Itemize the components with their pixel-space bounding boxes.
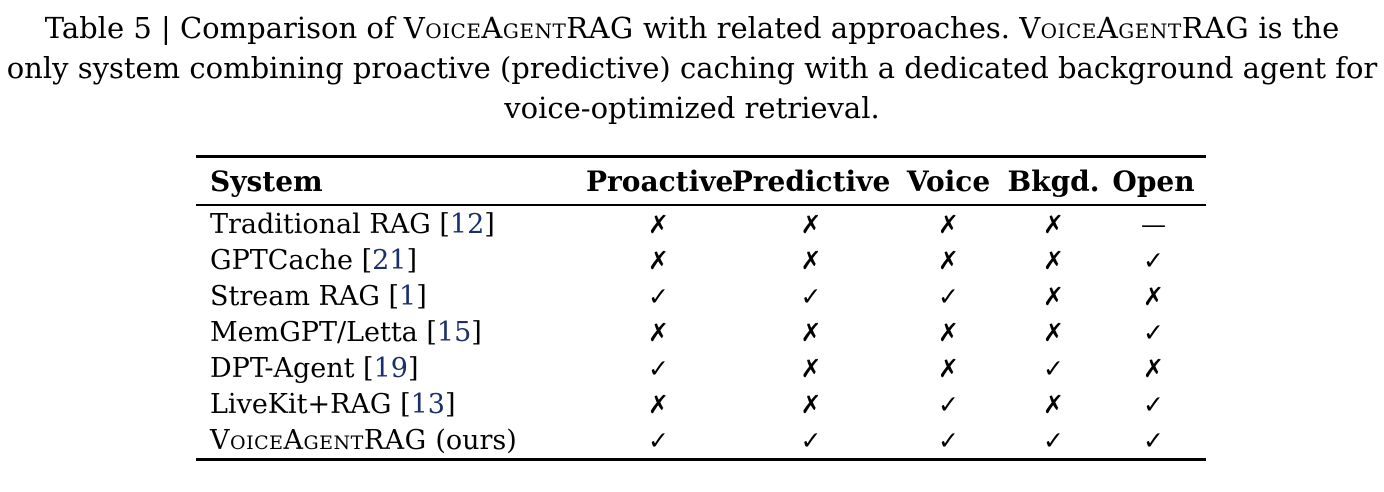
citation-link[interactable]: 19 <box>373 352 408 384</box>
cross-icon: ✗ <box>1143 281 1164 311</box>
check-icon: ✓ <box>1143 425 1164 455</box>
caption-text: Table 5 | Comparison of <box>44 11 404 45</box>
cross-icon: ✗ <box>648 209 669 239</box>
column-header-system: System <box>196 156 586 206</box>
check-icon: ✓ <box>938 281 959 311</box>
cross-icon: ✗ <box>648 389 669 419</box>
column-header-bkgd: Bkgd. <box>1006 156 1101 206</box>
table-row: LiveKit+RAG [13] ✗ ✗ ✓ ✗ ✓ <box>196 386 1206 422</box>
cross-icon: ✗ <box>800 245 822 275</box>
cross-icon: ✗ <box>1043 245 1064 275</box>
caption-text: is the <box>1249 11 1340 45</box>
system-cell: Traditional RAG [12] <box>210 208 495 240</box>
column-header-predictive: Predictive <box>731 156 891 206</box>
table-row: VoiceAgentRAG (ours) ✓ ✓ ✓ ✓ ✓ <box>196 422 1206 460</box>
dash-icon: — <box>1141 209 1166 239</box>
check-icon: ✓ <box>800 425 822 455</box>
check-icon: ✓ <box>938 389 959 419</box>
smallcaps-system-name: VoiceAgentRAG <box>403 11 634 45</box>
caption-line-1: Table 5 | Comparison of VoiceAgentRAG wi… <box>0 8 1384 48</box>
column-header-open: Open <box>1101 156 1206 206</box>
check-icon: ✓ <box>800 281 822 311</box>
system-name: MemGPT/Letta <box>210 316 418 348</box>
citation-link[interactable]: 1 <box>399 280 417 312</box>
citation-link[interactable]: 13 <box>410 388 445 420</box>
cross-icon: ✗ <box>1143 353 1164 383</box>
cross-icon: ✗ <box>938 317 959 347</box>
cross-icon: ✗ <box>800 317 822 347</box>
table-caption: Table 5 | Comparison of VoiceAgentRAG wi… <box>0 8 1384 128</box>
table-row: Stream RAG [1] ✓ ✓ ✓ ✗ ✗ <box>196 278 1206 314</box>
table-row: MemGPT/Letta [15] ✗ ✗ ✗ ✗ ✓ <box>196 314 1206 350</box>
ours-label: (ours) <box>426 424 517 456</box>
system-cell: VoiceAgentRAG (ours) <box>196 422 586 460</box>
table-row: DPT-Agent [19] ✓ ✗ ✗ ✓ ✗ <box>196 350 1206 386</box>
cross-icon: ✗ <box>648 317 669 347</box>
cross-icon: ✗ <box>1043 209 1064 239</box>
check-icon: ✓ <box>648 353 669 383</box>
smallcaps-system-name: VoiceAgentRAG <box>1019 11 1250 45</box>
cross-icon: ✗ <box>800 209 822 239</box>
table-body: Traditional RAG [12] ✗ ✗ ✗ ✗ — GPTCache [21] ✗ ✗… <box>196 205 1206 460</box>
caption-text: voice-optimized retrieval. <box>504 91 880 125</box>
system-cell: DPT-Agent [19] <box>210 352 419 384</box>
system-name: DPT-Agent <box>210 352 355 384</box>
cross-icon: ✗ <box>1043 389 1064 419</box>
caption-line-2: only system combining proactive (predict… <box>0 48 1384 88</box>
system-cell: MemGPT/Letta [15] <box>210 316 482 348</box>
cross-icon: ✗ <box>648 245 669 275</box>
system-name: Stream RAG <box>210 280 380 312</box>
cross-icon: ✗ <box>1043 281 1064 311</box>
caption-text: with related approaches. <box>633 11 1020 45</box>
system-name: GPTCache <box>210 244 353 276</box>
check-icon: ✓ <box>648 281 669 311</box>
check-icon: ✓ <box>1143 245 1164 275</box>
system-name: LiveKit+RAG <box>210 388 392 420</box>
table-row: GPTCache [21] ✗ ✗ ✗ ✗ ✓ <box>196 242 1206 278</box>
check-icon: ✓ <box>1143 389 1164 419</box>
system-cell: GPTCache [21] <box>210 244 418 276</box>
table-row: Traditional RAG [12] ✗ ✗ ✗ ✗ — <box>196 205 1206 242</box>
column-header-proactive: Proactive <box>586 156 733 206</box>
cross-icon: ✗ <box>1043 317 1064 347</box>
column-header-voice: Voice <box>891 156 1006 206</box>
check-icon: ✓ <box>1143 317 1164 347</box>
caption-line-3: voice-optimized retrieval. <box>0 88 1384 128</box>
system-name: Traditional RAG <box>210 208 431 240</box>
comparison-table: System Proactive Predictive Voice Bkgd. Open … <box>196 155 1206 461</box>
cross-icon: ✗ <box>800 389 822 419</box>
citation-link[interactable]: 15 <box>436 316 472 348</box>
check-icon: ✓ <box>938 425 959 455</box>
system-cell: LiveKit+RAG [13] <box>210 388 456 420</box>
cross-icon: ✗ <box>938 353 959 383</box>
header-row: System Proactive Predictive Voice Bkgd. Open <box>196 156 1206 206</box>
check-icon: ✓ <box>648 425 669 455</box>
caption-text: only system combining proactive (predict… <box>6 51 1378 85</box>
cross-icon: ✗ <box>800 353 822 383</box>
citation-link[interactable]: 12 <box>449 208 485 240</box>
citation-link[interactable]: 21 <box>372 244 407 276</box>
check-icon: ✓ <box>1043 353 1064 383</box>
system-name: VoiceAgentRAG <box>210 424 427 456</box>
system-cell: Stream RAG [1] <box>210 280 427 312</box>
cross-icon: ✗ <box>938 209 959 239</box>
check-icon: ✓ <box>1043 425 1064 455</box>
cross-icon: ✗ <box>938 245 959 275</box>
